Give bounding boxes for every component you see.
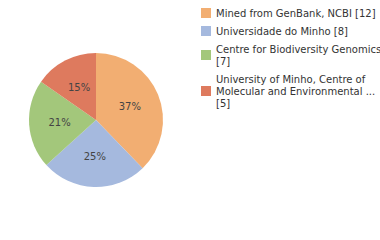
svg-text:25%: 25% — [84, 151, 106, 162]
svg-text:37%: 37% — [119, 101, 141, 112]
svg-text:Molecular and Environmental ..: Molecular and Environmental ... — [216, 86, 378, 97]
svg-text:[7]: [7] — [216, 56, 230, 67]
svg-text:15%: 15% — [68, 82, 90, 93]
svg-text:Universidade do Minho [8]: Universidade do Minho [8] — [216, 26, 348, 37]
svg-text:University of Minho, Centre of: University of Minho, Centre of — [216, 74, 368, 85]
svg-text:Mined from GenBank, NCBI [12]: Mined from GenBank, NCBI [12] — [216, 8, 376, 19]
svg-text:Centre for Biodiversity Genomi: Centre for Biodiversity Genomics — [216, 44, 380, 55]
svg-text:21%: 21% — [48, 117, 70, 128]
svg-text:[5]: [5] — [216, 98, 230, 109]
